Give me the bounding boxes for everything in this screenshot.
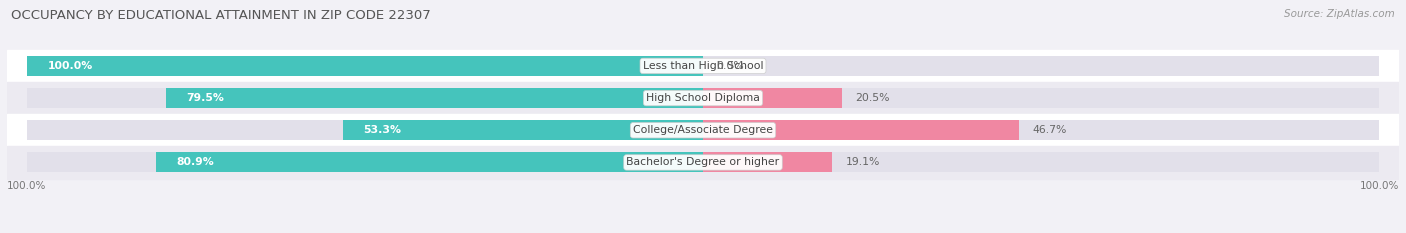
Text: Less than High School: Less than High School <box>643 61 763 71</box>
Text: 0.0%: 0.0% <box>717 61 744 71</box>
Bar <box>7 82 1399 114</box>
Text: OCCUPANCY BY EDUCATIONAL ATTAINMENT IN ZIP CODE 22307: OCCUPANCY BY EDUCATIONAL ATTAINMENT IN Z… <box>11 9 432 22</box>
Bar <box>27 120 703 140</box>
Bar <box>7 50 1399 82</box>
Text: 80.9%: 80.9% <box>177 158 214 168</box>
Text: 79.5%: 79.5% <box>186 93 224 103</box>
Text: High School Diploma: High School Diploma <box>647 93 759 103</box>
Bar <box>27 56 703 76</box>
Text: Source: ZipAtlas.com: Source: ZipAtlas.com <box>1284 9 1395 19</box>
Text: 100.0%: 100.0% <box>1360 181 1399 191</box>
Text: 53.3%: 53.3% <box>363 125 401 135</box>
Bar <box>7 114 1399 146</box>
Bar <box>166 88 703 108</box>
Bar <box>27 152 703 172</box>
Text: 19.1%: 19.1% <box>845 158 880 168</box>
Bar <box>27 88 703 108</box>
Text: 20.5%: 20.5% <box>855 93 890 103</box>
Text: 46.7%: 46.7% <box>1032 125 1066 135</box>
Bar <box>703 88 842 108</box>
Bar <box>343 120 703 140</box>
Bar <box>703 152 1379 172</box>
Bar <box>703 120 1379 140</box>
Bar <box>703 152 832 172</box>
Text: College/Associate Degree: College/Associate Degree <box>633 125 773 135</box>
Bar <box>703 56 1379 76</box>
Bar <box>7 146 1399 178</box>
Text: 100.0%: 100.0% <box>48 61 93 71</box>
Legend: Owner-occupied, Renter-occupied: Owner-occupied, Renter-occupied <box>588 232 818 233</box>
Bar <box>703 120 1018 140</box>
Text: Bachelor's Degree or higher: Bachelor's Degree or higher <box>627 158 779 168</box>
Bar <box>156 152 703 172</box>
Text: 100.0%: 100.0% <box>7 181 46 191</box>
Bar <box>27 56 703 76</box>
Bar <box>703 88 1379 108</box>
